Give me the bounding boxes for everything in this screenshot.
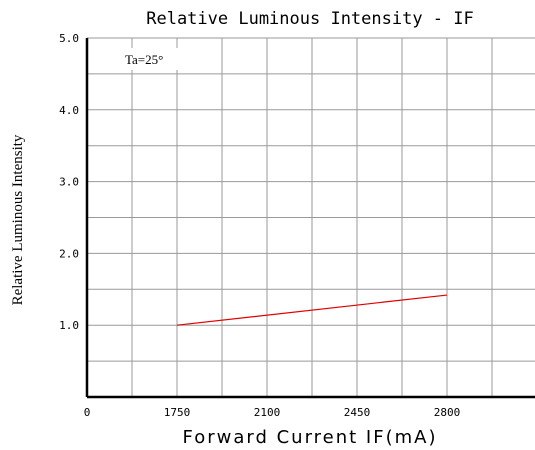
series-group [176,294,448,326]
x-tick-label: 1750 [164,406,191,419]
grid [87,37,535,397]
chart-title: Relative Luminous Intensity - IF [146,9,474,29]
x-axis-label: Forward Current IF(mA) [183,427,438,448]
y-tick-label: 4.0 [59,104,79,117]
y-tick-label: 2.0 [59,247,79,260]
x-tick-label: 2800 [434,406,461,419]
annotation-background [119,48,191,70]
y-tick-label: 5.0 [59,32,79,45]
x-tick-label: 0 [84,406,91,419]
y-axis-label: Relative Luminous Intensity [10,134,26,305]
y-tick-label: 3.0 [59,176,79,189]
x-tick-labels: 0 1750 2100 2450 2800 [84,406,461,419]
y-tick-labels: 5.0 4.0 3.0 2.0 1.0 [59,32,79,332]
x-tick-label: 2100 [254,406,281,419]
temperature-annotation: Ta=25° [125,52,163,67]
series-line [176,294,448,326]
x-tick-label: 2450 [344,406,371,419]
y-tick-label: 1.0 [59,319,79,332]
